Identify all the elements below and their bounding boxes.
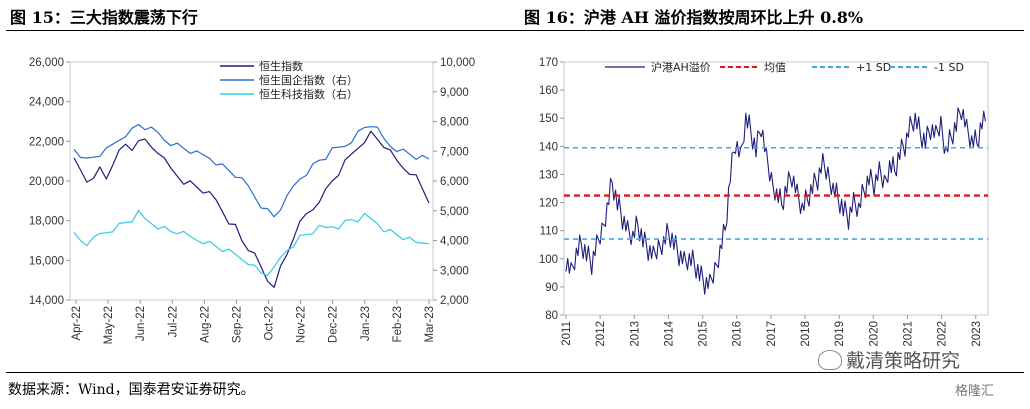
series-line-1 [73, 123, 430, 218]
ah-x-tick-label: 2017 [766, 321, 778, 347]
right-y-tick-label: 4,000 [440, 236, 469, 248]
ah-y-tick-label: 90 [545, 282, 558, 294]
ah-y-tick-label: 130 [539, 169, 558, 181]
right-y-tick-label: 9,000 [440, 87, 469, 99]
left-y-tick-label: 26,000 [29, 57, 64, 69]
ah-x-tick-label: 2023 [971, 321, 983, 347]
ah-legend-label-3: -1 SD [934, 61, 964, 74]
source-footnote: 数据来源：Wind，国泰君安证券研究。 [8, 382, 255, 398]
ah-legend-label-0: 沪港AH溢价 [651, 60, 711, 74]
right-chart-legend: 沪港AH溢价 均值 +1 SD -1 SD [605, 60, 964, 74]
ah-x-tick-label: 2014 [663, 320, 675, 346]
right-chart-series [564, 107, 988, 295]
left-x-tick-label: Apr-22 [71, 306, 83, 341]
watermark-text: 戴清策略研究 [846, 350, 961, 372]
legend-label-2: 恒生科技指数（右） [259, 87, 358, 101]
ah-x-tick-label: 2021 [902, 321, 914, 347]
left-x-tick-label: Sep-22 [231, 306, 243, 343]
series-line-2 [73, 209, 430, 276]
left-y-tick-label: 14,000 [29, 295, 64, 307]
ah-y-tick-label: 160 [539, 85, 558, 97]
ah-y-tick-label: 110 [540, 226, 558, 238]
ah-y-tick-label: 120 [539, 198, 558, 210]
right-chart-axes: 80 90 100 110 120 130 140 150 160 170 2011 2012 2013… [539, 57, 989, 347]
ah-x-tick-label: 2012 [595, 321, 607, 347]
ah-x-tick-label: 2022 [937, 321, 949, 347]
figure-15-title: 图 15：三大指数震荡下行 [10, 8, 198, 27]
ah-x-tick-label: 2019 [834, 321, 846, 347]
left-x-tick-label: Aug-22 [199, 306, 211, 343]
ah-x-tick-label: 2015 [698, 321, 710, 347]
title-rule [6, 30, 1024, 31]
ah-x-tick-label: 2020 [868, 321, 880, 347]
series-line-0 [73, 130, 430, 288]
left-y-tick-label: 22,000 [29, 136, 64, 148]
ah-x-tick-label: 2013 [629, 321, 641, 347]
left-x-tick-label: Jan-23 [360, 306, 372, 341]
legend-label-0: 恒生指数 [259, 59, 303, 73]
right-plot-frame [563, 61, 989, 316]
left-x-tick-label: Nov-22 [296, 306, 308, 343]
ah-y-tick-label: 150 [539, 113, 558, 125]
watermark: 戴清策略研究 [818, 346, 960, 373]
right-y-tick-label: 7,000 [440, 146, 469, 158]
ah-legend-label-1: 均值 [764, 61, 786, 74]
charts-canvas: 14,000 16,000 18,000 20,000 22,000 24,000 26,0… [29, 57, 989, 347]
left-x-tick-label: Jun-22 [135, 306, 147, 341]
ah-y-tick-label: 170 [539, 57, 558, 69]
ah-x-tick-label: 2016 [732, 321, 744, 347]
left-y-tick-label: 18,000 [29, 216, 64, 228]
legend-label-1: 恒生国企指数（右） [259, 73, 358, 87]
ah-legend-label-2: +1 SD [856, 61, 891, 74]
left-x-tick-label: Oct-22 [264, 306, 276, 341]
left-x-tick-label: May-22 [103, 306, 115, 344]
right-y-tick-label: 2,000 [440, 295, 469, 307]
right-y-tick-label: 3,000 [440, 265, 469, 277]
right-y-tick-label: 5,000 [440, 206, 469, 218]
left-chart-series [73, 123, 430, 288]
left-x-tick-label: Jul-22 [167, 306, 179, 337]
left-x-tick-label: Dec-22 [328, 306, 340, 343]
right-y-tick-label: 8,000 [440, 117, 469, 129]
left-chart-axes: 14,000 16,000 18,000 20,000 22,000 24,000 26,0… [29, 57, 475, 344]
left-x-tick-label: Mar-23 [424, 306, 436, 342]
ah-x-tick-label: 2018 [800, 321, 812, 347]
wechat-icon [818, 350, 842, 370]
ah-y-tick-label: 140 [539, 141, 558, 153]
right-y-tick-label: 6,000 [440, 176, 469, 188]
right-y-tick-label: 10,000 [440, 57, 475, 69]
left-x-tick-label: Feb-23 [392, 306, 404, 342]
left-y-tick-label: 24,000 [29, 97, 64, 109]
ah-x-tick-label: 2011 [561, 321, 573, 346]
footnote-rule [6, 372, 1024, 373]
figure-16-title: 图 16：沪港 AH 溢价指数按周环比上升 0.8% [524, 8, 864, 27]
left-y-tick-label: 20,000 [29, 176, 64, 188]
ah-y-tick-label: 100 [539, 254, 558, 266]
brand-logo: 格隆汇 [955, 384, 995, 399]
ah-y-tick-label: 80 [545, 310, 558, 322]
left-y-tick-label: 16,000 [29, 255, 64, 267]
ah-premium-line [565, 107, 986, 295]
